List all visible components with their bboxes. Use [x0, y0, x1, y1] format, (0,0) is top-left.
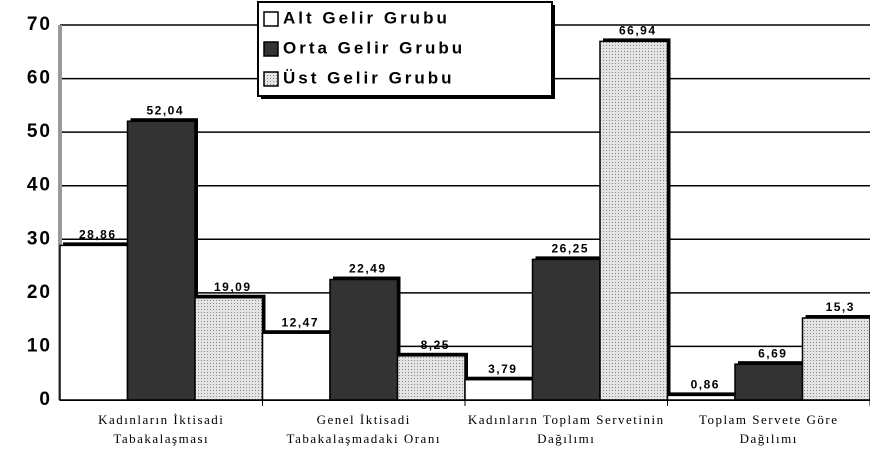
bar [396, 355, 466, 401]
x-tick-label: Kadınların İktisadi Tabakalaşması [98, 412, 225, 446]
value-label: 52,04 [146, 103, 184, 117]
value-label: 28,86 [79, 228, 117, 242]
legend-box [257, 1, 553, 97]
value-label: 22,49 [349, 262, 387, 276]
legend-label: Üst Gelir Grubu [283, 68, 455, 87]
bar [666, 394, 736, 401]
x-tick-label: Genel İktisadi Tabakalaşmadaki Oranı [286, 412, 441, 446]
legend-swatch [263, 11, 279, 27]
y-tick-label: 70 [27, 14, 52, 35]
bar [464, 378, 534, 401]
value-label: 8,25 [421, 338, 450, 352]
value-label: 66,94 [619, 24, 657, 38]
y-tick-label: 30 [27, 228, 52, 249]
value-label: 26,25 [551, 242, 589, 256]
y-tick-label: 20 [27, 282, 52, 303]
bar [801, 317, 870, 401]
x-tick-label: Toplam Servete Göre Dağılımı [699, 412, 839, 446]
y-tick-label: 40 [27, 175, 52, 196]
bar [261, 332, 331, 401]
y-tick-label: 60 [27, 68, 52, 89]
value-label: 15,3 [826, 300, 855, 314]
value-label: 12,47 [281, 315, 319, 329]
y-tick-label: 50 [27, 121, 52, 142]
value-label: 3,79 [488, 362, 517, 376]
legend-label: Orta Gelir Grubu [283, 38, 465, 57]
value-label: 19,09 [214, 280, 252, 294]
bar [126, 120, 196, 401]
bar [531, 258, 601, 401]
y-tick-label: 10 [27, 335, 52, 356]
legend-swatch [263, 41, 279, 57]
bar [329, 278, 399, 401]
x-tick-label: Kadınların Toplam Servetinin Dağılımı [467, 412, 665, 446]
legend-label: Alt Gelir Grubu [283, 8, 450, 27]
value-label: 0,86 [691, 378, 720, 392]
bar [734, 363, 804, 401]
bar [194, 296, 264, 401]
bar [59, 244, 129, 401]
bar [599, 40, 669, 401]
y-tick-label: 0 [39, 389, 52, 410]
value-label: 6,69 [758, 346, 787, 360]
legend-swatch [263, 71, 279, 87]
